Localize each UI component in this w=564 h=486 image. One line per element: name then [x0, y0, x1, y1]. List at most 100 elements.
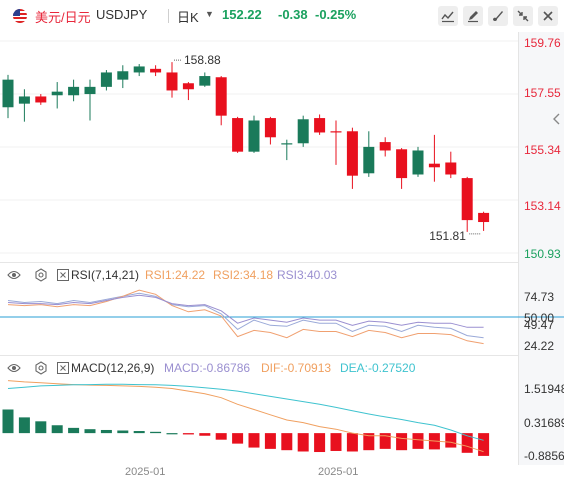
macd-tick-3: -0.88569 — [524, 449, 564, 463]
candle-body — [51, 91, 63, 96]
candle-body — [314, 118, 326, 133]
candle-body — [461, 178, 473, 221]
macd-histogram-bar — [264, 433, 276, 449]
candle-body — [428, 163, 440, 168]
price-tick-2: 157.55 — [524, 86, 561, 100]
macd-histogram-bar — [133, 431, 145, 434]
macd-histogram-bar — [281, 433, 293, 451]
dif-line — [7, 380, 484, 453]
close-indicator-icon[interactable] — [56, 268, 70, 282]
macd-title: MACD(12,26,9) — [71, 361, 155, 375]
macd-panel-divider — [0, 355, 518, 356]
candle-body — [248, 120, 260, 152]
rsi2-line — [7, 289, 484, 345]
dea-value: DEA:-0.27520 — [340, 361, 416, 375]
macd-histogram-bar — [150, 431, 162, 434]
price-change-percent: -0.25% — [315, 7, 357, 22]
candle-body — [199, 76, 211, 86]
symbol-name[interactable]: 美元/日元 — [35, 10, 91, 25]
price-tick-3: 155.34 — [524, 143, 561, 157]
price-tick-top: 159.76 — [524, 36, 561, 50]
brush-icon — [493, 11, 503, 21]
rsi-title: RSI(7,14,21) — [71, 268, 140, 282]
candle-body — [412, 150, 424, 175]
macd-histogram-bar — [182, 433, 194, 435]
eye-icon[interactable] — [7, 361, 21, 375]
dif-value: DIF:-0.70913 — [261, 361, 332, 375]
price-tick-bottom: 150.93 — [524, 247, 561, 261]
macd-histogram-bar — [68, 427, 80, 434]
x-tick-1: 2025-01 — [125, 466, 166, 478]
rsi-tick-1: 74.73 — [524, 290, 555, 304]
candle-body — [379, 142, 391, 151]
dea-line — [7, 383, 484, 441]
rsi3-line — [7, 294, 484, 328]
candle-body — [264, 118, 276, 138]
macd-histogram-bar — [84, 429, 96, 434]
eye-icon[interactable] — [7, 268, 21, 282]
candle-body — [68, 86, 80, 96]
caret-down-icon[interactable]: ▼ — [205, 9, 214, 19]
candle-body — [346, 131, 358, 176]
macd-histogram-bar — [314, 433, 326, 453]
macd-histogram-bar — [51, 425, 63, 434]
candle-body — [396, 149, 408, 179]
rsi3-value: RSI3:40.03 — [277, 268, 338, 282]
macd-histogram-bar — [330, 433, 342, 451]
macd-histogram-bar — [18, 417, 30, 434]
collapse-arrows-icon — [517, 10, 529, 22]
rsi-tick-4: 24.22 — [524, 339, 555, 353]
candle-body — [297, 119, 309, 144]
pencil-icon — [468, 11, 478, 23]
price-tick-4: 153.14 — [524, 199, 561, 213]
chevron-left-icon[interactable] — [552, 113, 562, 125]
candle-body — [215, 77, 227, 116]
period-selector[interactable]: 日K — [177, 10, 199, 25]
symbol-code: USDJPY — [96, 7, 148, 22]
macd-histogram-bar — [35, 421, 47, 434]
close-button[interactable] — [538, 6, 558, 26]
x-tick-2: 2025-01 — [318, 466, 359, 478]
macd-histogram-bar — [166, 433, 178, 435]
candle-body — [478, 212, 490, 223]
candle-body — [133, 66, 145, 73]
fullscreen-button[interactable] — [513, 6, 533, 26]
close-icon — [543, 11, 553, 21]
macd-histogram-bar — [461, 433, 473, 453]
candle-body — [150, 68, 162, 73]
candle-body — [281, 143, 293, 145]
close-indicator-icon[interactable] — [56, 361, 70, 375]
macd-histogram-bar — [199, 433, 211, 436]
rsi-legend: RSI(7,14,21) RSI1:24.22 RSI2:34.18 RSI3:… — [0, 266, 518, 284]
low-price-label: 151.81 — [429, 229, 466, 243]
settings-icon[interactable] — [34, 361, 48, 375]
macd-tick-1: 1.51948 — [524, 382, 564, 396]
settings-icon[interactable] — [34, 268, 48, 282]
macd-histogram-bar — [363, 433, 375, 451]
candle-body — [35, 96, 47, 103]
macd-histogram-bar — [412, 433, 424, 449]
candle-body — [445, 162, 457, 175]
macd-histogram-bar — [379, 433, 391, 449]
rsi1-line — [7, 292, 484, 339]
macd-histogram-bar — [215, 433, 227, 440]
macd-histogram-bar — [396, 433, 408, 451]
macd-histogram-bar — [346, 433, 358, 452]
macd-histogram-bar — [445, 433, 457, 448]
candle-body — [330, 131, 342, 133]
brush-button[interactable] — [488, 6, 508, 26]
rsi-panel-divider — [0, 262, 518, 263]
candle-body — [100, 72, 112, 87]
draw-button[interactable] — [463, 6, 483, 26]
macd-histogram-bar — [232, 433, 244, 444]
chart-line-icon — [441, 11, 454, 23]
indicator-button[interactable] — [438, 6, 458, 26]
macd-histogram-bar — [248, 433, 260, 448]
chart-header: 美元/日元 USDJPY 日K ▼ 152.22 -0.38 -0.25% — [0, 0, 564, 32]
candle-body — [232, 118, 244, 152]
macd-histogram-bar — [100, 429, 112, 434]
candle-body — [84, 86, 96, 95]
rsi-tick-2: 50.00 — [524, 311, 555, 325]
